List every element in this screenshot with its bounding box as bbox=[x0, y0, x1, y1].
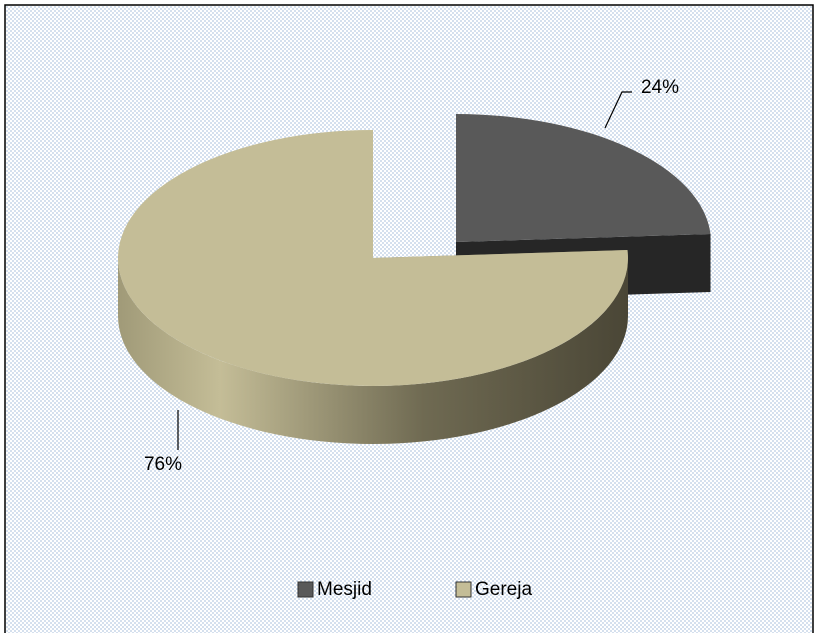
slice bbox=[456, 114, 711, 242]
data-label: 76% bbox=[144, 454, 182, 475]
leader-line bbox=[604, 91, 632, 129]
legend-label: Gereja bbox=[475, 579, 532, 600]
slice bbox=[117, 130, 628, 386]
legend-swatch bbox=[455, 581, 472, 598]
data-label: 24% bbox=[641, 77, 679, 98]
legend-swatch bbox=[297, 581, 314, 598]
slice-side bbox=[118, 258, 628, 444]
legend-label: Mesjid bbox=[317, 579, 372, 600]
